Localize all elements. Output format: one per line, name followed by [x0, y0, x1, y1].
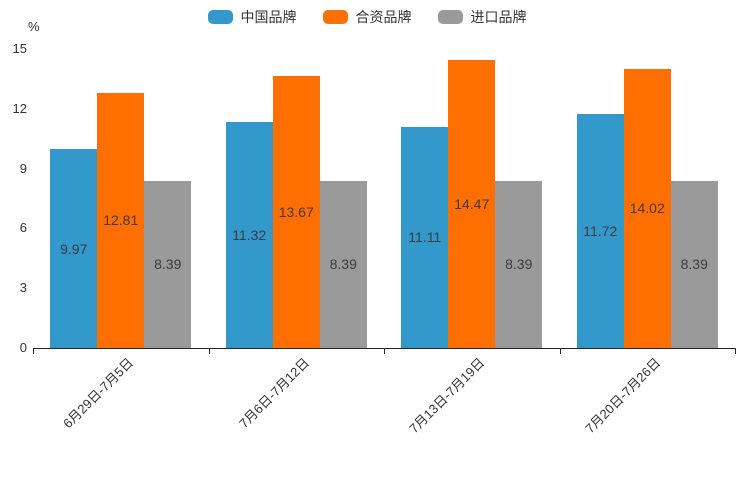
- legend-item[interactable]: 中国品牌: [207, 9, 297, 25]
- y-tick-label: 9: [19, 160, 27, 176]
- bar-value-label: 12.81: [103, 212, 139, 229]
- x-axis-tick: [735, 348, 736, 354]
- legend-swatch-icon: [207, 10, 233, 24]
- legend-swatch-icon: [322, 10, 348, 24]
- bar-中国品牌-7月6日-7月12日[interactable]: 11.32: [225, 122, 273, 348]
- x-axis-tick: [559, 348, 561, 354]
- x-tick-label: 7月13日-7月19日: [406, 355, 488, 437]
- x-tick-label: 7月6日-7月12日: [235, 355, 312, 432]
- y-tick-label: 15: [12, 41, 27, 56]
- bar-进口品牌-6月29日-7月5日[interactable]: 8.39: [144, 180, 192, 348]
- bar-value-label: 14.02: [629, 200, 665, 217]
- bar-合资品牌-7月20日-7月26日[interactable]: 14.02: [623, 68, 671, 348]
- legend-swatch-icon: [437, 10, 463, 24]
- bar-进口品牌-7月13日-7月19日[interactable]: 8.39: [495, 180, 543, 348]
- bar-合资品牌-7月6日-7月12日[interactable]: 13.67: [272, 75, 320, 348]
- y-tick-label: 12: [12, 100, 27, 116]
- bar-进口品牌-7月6日-7月12日[interactable]: 8.39: [319, 180, 367, 348]
- bar-合资品牌-7月13日-7月19日[interactable]: 14.47: [448, 59, 496, 348]
- x-tick-label: 7月20日-7月26日: [581, 355, 663, 437]
- legend-item[interactable]: 进口品牌: [437, 9, 527, 25]
- bar-value-label: 8.39: [680, 256, 708, 273]
- legend-label: 合资品牌: [355, 9, 412, 25]
- x-axis-tick: [384, 348, 385, 354]
- x-tick-label: 6月29日-7月5日: [60, 355, 137, 432]
- x-axis-tick: [33, 348, 34, 354]
- legend-item[interactable]: 合资品牌: [322, 9, 412, 25]
- x-axis-tick: [208, 348, 210, 354]
- bar-value-label: 11.72: [583, 223, 618, 240]
- bar-value-label: 8.39: [505, 256, 533, 273]
- y-tick-label: 6: [19, 220, 27, 236]
- y-tick-label: 3: [19, 280, 27, 296]
- bar-value-label: 8.39: [329, 256, 357, 273]
- legend-label: 进口品牌: [470, 9, 527, 25]
- bar-value-label: 11.32: [232, 227, 267, 244]
- bar-value-label: 13.67: [278, 203, 314, 220]
- bar-value-label: 9.97: [60, 240, 88, 257]
- legend: 中国品牌 合资品牌 进口品牌: [0, 9, 734, 25]
- bar-中国品牌-7月20日-7月26日[interactable]: 11.72: [576, 114, 624, 348]
- bar-中国品牌-6月29日-7月5日[interactable]: 9.97: [50, 149, 98, 348]
- y-axis-unit-label: %: [28, 19, 40, 34]
- bar-中国品牌-7月13日-7月19日[interactable]: 11.11: [401, 126, 449, 348]
- bar-value-label: 14.47: [454, 195, 490, 212]
- bar-value-label: 11.11: [408, 229, 442, 246]
- bar-合资品牌-6月29日-7月5日[interactable]: 12.81: [97, 92, 145, 348]
- bar-value-label: 8.39: [154, 256, 182, 273]
- bar-进口品牌-7月20日-7月26日[interactable]: 8.39: [670, 180, 718, 348]
- plot-area: 9.97 12.81 8.39 11.32 13.67 8.39 11.11 14.47 8.3…: [33, 49, 735, 349]
- y-tick-label: 0: [19, 340, 27, 355]
- legend-label: 中国品牌: [240, 9, 297, 25]
